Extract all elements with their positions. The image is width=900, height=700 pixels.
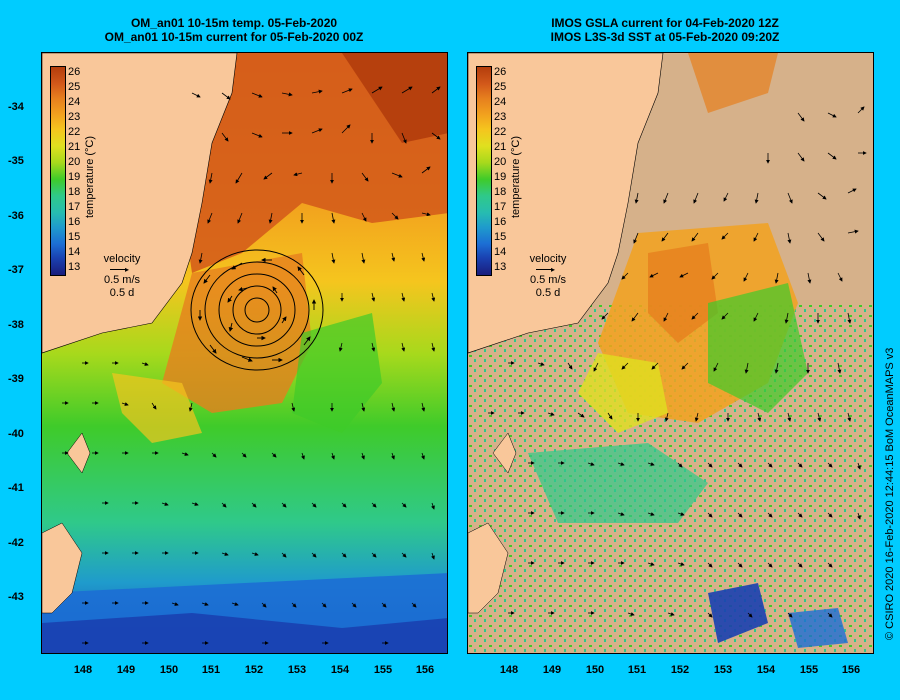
colorbar-label: 20 <box>68 156 81 168</box>
colorbar-label: 13 <box>68 261 81 273</box>
colorbar-label: 22 <box>68 126 81 138</box>
colorbar-label: 20 <box>494 156 507 168</box>
colorbar-label: 24 <box>68 96 81 108</box>
left-colorbar <box>50 66 66 276</box>
y-tick: -43 <box>8 591 24 603</box>
x-tick: 150 <box>159 664 179 676</box>
y-tick: -41 <box>8 482 24 494</box>
x-tick: 148 <box>499 664 519 676</box>
left-colorbar-title: temperature (°C) <box>84 135 96 218</box>
colorbar-label: 25 <box>494 81 507 93</box>
colorbar-label: 26 <box>494 66 507 78</box>
x-tick: 153 <box>287 664 307 676</box>
colorbar-label: 13 <box>494 261 507 273</box>
colorbar-label: 16 <box>494 216 507 228</box>
x-tick: 148 <box>73 664 93 676</box>
left-title-line2: OM_an01 10-15m current for 05-Feb-2020 0… <box>104 30 364 44</box>
x-tick: 151 <box>627 664 647 676</box>
colorbar-label: 21 <box>68 141 81 153</box>
x-tick: 156 <box>841 664 861 676</box>
y-tick: -42 <box>8 537 24 549</box>
velocity-duration: 0.5 d <box>535 287 561 299</box>
colorbar-label: 19 <box>68 171 81 183</box>
left-velocity-legend: velocity ▸ 0.5 m/s 0.5 d <box>92 253 152 300</box>
left-map-svg <box>42 53 447 653</box>
left-panel-title: OM_an01 10-15m temp. 05-Feb-2020 OM_an01… <box>24 16 444 44</box>
right-map-svg <box>468 53 873 653</box>
colorbar-label: 23 <box>494 111 507 123</box>
velocity-speed: 0.5 m/s <box>529 274 567 286</box>
x-tick: 156 <box>415 664 435 676</box>
colorbar-label: 15 <box>68 231 81 243</box>
x-tick: 152 <box>244 664 264 676</box>
y-tick: -40 <box>8 428 24 440</box>
right-velocity-legend: velocity ▸ 0.5 m/s 0.5 d <box>518 253 578 300</box>
velocity-speed: 0.5 m/s <box>103 274 141 286</box>
velocity-arrow-icon: ▸ <box>518 266 578 274</box>
x-tick: 149 <box>542 664 562 676</box>
right-colorbar-title: temperature (°C) <box>510 135 522 218</box>
x-tick: 155 <box>373 664 393 676</box>
y-tick: -37 <box>8 264 24 276</box>
colorbar-label: 22 <box>494 126 507 138</box>
right-colorbar <box>476 66 492 276</box>
colorbar-label: 17 <box>494 201 507 213</box>
colorbar-label: 14 <box>68 246 81 258</box>
velocity-label: velocity <box>103 253 141 265</box>
colorbar-label: 24 <box>494 96 507 108</box>
x-tick: 153 <box>713 664 733 676</box>
y-tick: -34 <box>8 101 24 113</box>
colorbar-label: 26 <box>68 66 81 78</box>
velocity-label: velocity <box>529 253 567 265</box>
colorbar-label: 18 <box>68 186 81 198</box>
colorbar-label: 17 <box>68 201 81 213</box>
y-tick: -35 <box>8 155 24 167</box>
right-title-line1: IMOS GSLA current for 04-Feb-2020 12Z <box>551 16 779 30</box>
y-tick: -39 <box>8 373 24 385</box>
x-tick: 151 <box>201 664 221 676</box>
colorbar-label: 21 <box>494 141 507 153</box>
colorbar-label: 18 <box>494 186 507 198</box>
x-tick: 155 <box>799 664 819 676</box>
left-map-panel[interactable]: 26 25 24 23 22 21 20 19 18 17 16 15 14 1… <box>41 52 448 654</box>
x-tick: 154 <box>756 664 776 676</box>
colorbar-label: 15 <box>494 231 507 243</box>
colorbar-label: 19 <box>494 171 507 183</box>
colorbar-label: 23 <box>68 111 81 123</box>
y-tick: -36 <box>8 210 24 222</box>
y-tick: -38 <box>8 319 24 331</box>
x-tick: 154 <box>330 664 350 676</box>
colorbar-label: 25 <box>68 81 81 93</box>
colorbar-label: 14 <box>494 246 507 258</box>
velocity-arrow-icon: ▸ <box>92 266 152 274</box>
x-tick: 150 <box>585 664 605 676</box>
right-panel-title: IMOS GSLA current for 04-Feb-2020 12Z IM… <box>455 16 875 44</box>
right-title-line2: IMOS L3S-3d SST at 05-Feb-2020 09:20Z <box>550 30 780 44</box>
x-tick: 152 <box>670 664 690 676</box>
left-title-line1: OM_an01 10-15m temp. 05-Feb-2020 <box>130 16 338 30</box>
velocity-duration: 0.5 d <box>109 287 135 299</box>
credit-text: © CSIRO 2020 16-Feb-2020 12:44:15 BoM Oc… <box>884 347 896 640</box>
x-tick: 149 <box>116 664 136 676</box>
colorbar-label: 16 <box>68 216 81 228</box>
right-map-panel[interactable]: 26 25 24 23 22 21 20 19 18 17 16 15 14 1… <box>467 52 874 654</box>
